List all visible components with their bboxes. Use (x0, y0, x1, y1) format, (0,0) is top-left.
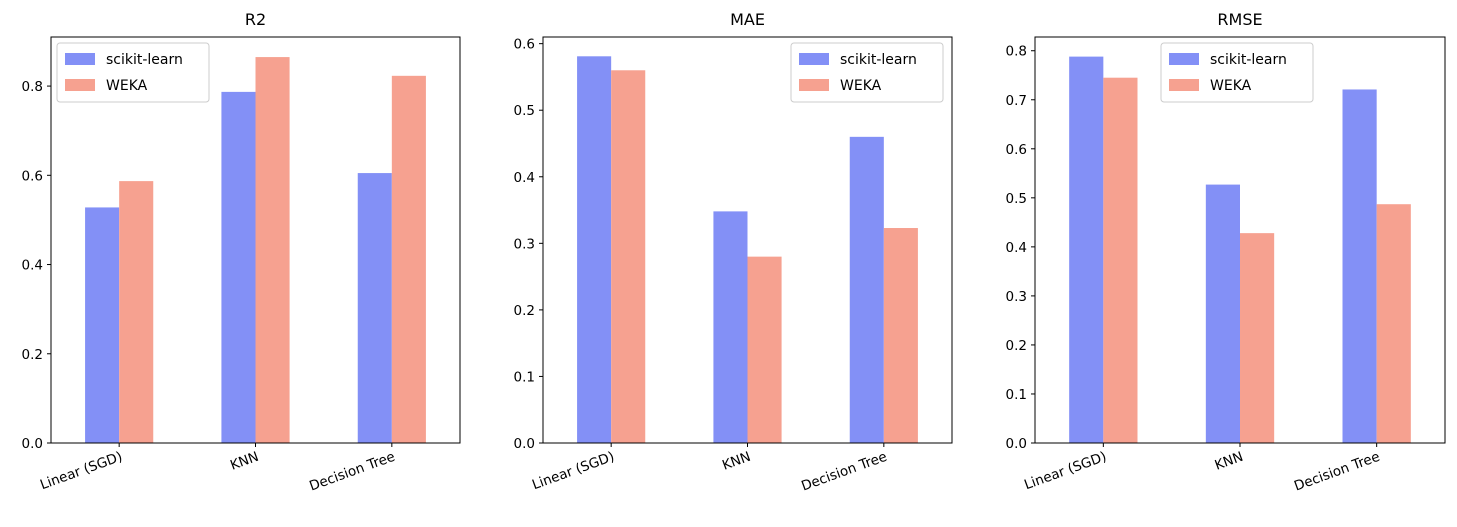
y-tick-label: 0.6 (1006, 142, 1027, 158)
x-tick-label: KNN (720, 449, 753, 474)
x-tick-label: Decision Tree (1292, 449, 1382, 495)
legend-swatch-scikit-learn (799, 53, 829, 65)
bar-weka-linear-sgd (119, 181, 154, 444)
y-tick-label: 0.5 (514, 103, 535, 119)
x-tick-label: KNN (1213, 449, 1246, 474)
legend-swatch-weka (65, 79, 95, 91)
y-tick-label: 0.6 (514, 37, 535, 53)
y-tick-label: 0.3 (514, 236, 535, 252)
legend-label-weka: WEKA (1210, 78, 1252, 94)
y-tick-label: 0.5 (1006, 191, 1027, 207)
bar-scikit-learn-linear-sgd (85, 207, 120, 443)
chart-title: RMSE (1217, 10, 1262, 29)
bar-scikit-learn-knn (1205, 184, 1240, 443)
chart-rmse: 0.0 0.1 0.2 0.3 0.4 0.5 0.6 0.7 0.8 Linear (SGD) K… (1006, 10, 1446, 495)
x-tick-label: Linear (SGD) (530, 449, 616, 494)
y-tick-label: 0.3 (1006, 289, 1027, 305)
y-tick-label: 0.4 (514, 170, 535, 186)
legend-label-weka: WEKA (840, 78, 882, 94)
y-tick-label: 0.7 (1006, 93, 1027, 109)
legend-swatch-weka (799, 79, 829, 91)
y-tick-label: 0.4 (22, 258, 43, 274)
bar-weka-linear-sgd (611, 70, 646, 443)
bar-weka-decision-tree (391, 75, 426, 443)
bar-weka-decision-tree (1376, 204, 1411, 443)
bar-weka-knn (1240, 233, 1275, 443)
y-tick-label: 0.1 (514, 369, 535, 385)
bar-scikit-learn-decision-tree (1342, 89, 1377, 443)
x-tick-label: KNN (228, 449, 261, 474)
y-tick-label: 0.2 (22, 347, 43, 363)
y-tick-label: 0.6 (22, 168, 43, 184)
y-tick-label: 0.4 (1006, 240, 1027, 256)
legend-label-weka: WEKA (106, 78, 148, 94)
legend: scikit-learn WEKA (790, 42, 944, 103)
bar-scikit-learn-decision-tree (357, 173, 392, 443)
x-tick-label: Decision Tree (307, 449, 397, 495)
y-tick-label: 0.8 (1006, 44, 1027, 60)
y-tick-label: 0.0 (514, 436, 535, 452)
y-tick-label: 0.2 (1006, 338, 1027, 354)
legend: scikit-learn WEKA (1160, 42, 1314, 103)
x-tick-label: Linear (SGD) (1022, 449, 1108, 494)
x-tick-label: Linear (SGD) (38, 449, 124, 494)
chart-mae: 0.0 0.1 0.2 0.3 0.4 0.5 0.6 Linear (SGD) KNN Deci… (514, 10, 953, 495)
legend-label-scikit-learn: scikit-learn (1210, 52, 1287, 68)
bar-scikit-learn-knn (713, 211, 748, 443)
legend-label-scikit-learn: scikit-learn (106, 52, 183, 68)
y-tick-label: 0.8 (22, 79, 43, 95)
bar-weka-knn (747, 256, 782, 443)
bar-weka-knn (255, 57, 290, 443)
bar-scikit-learn-decision-tree (849, 136, 884, 443)
bar-weka-linear-sgd (1103, 77, 1138, 443)
y-tick-label: 0.0 (1006, 436, 1027, 452)
legend-swatch-scikit-learn (65, 53, 95, 65)
chart-r2: 0.0 0.2 0.4 0.6 0.8 Linear (SGD) KNN Decision T… (22, 10, 461, 495)
y-tick-label: 0.2 (514, 303, 535, 319)
y-tick-label: 0.0 (22, 436, 43, 452)
legend-label-scikit-learn: scikit-learn (840, 52, 917, 68)
bar-scikit-learn-linear-sgd (1069, 56, 1104, 444)
legend-swatch-scikit-learn (1169, 53, 1199, 65)
legend-swatch-weka (1169, 79, 1199, 91)
bar-weka-decision-tree (883, 228, 918, 443)
legend: scikit-learn WEKA (56, 42, 210, 103)
chart-title: MAE (730, 10, 765, 29)
chart-title: R2 (245, 10, 266, 29)
bar-scikit-learn-knn (221, 91, 256, 443)
x-tick-label: Decision Tree (799, 449, 889, 495)
y-tick-label: 0.1 (1006, 387, 1027, 403)
bar-scikit-learn-linear-sgd (577, 56, 612, 444)
